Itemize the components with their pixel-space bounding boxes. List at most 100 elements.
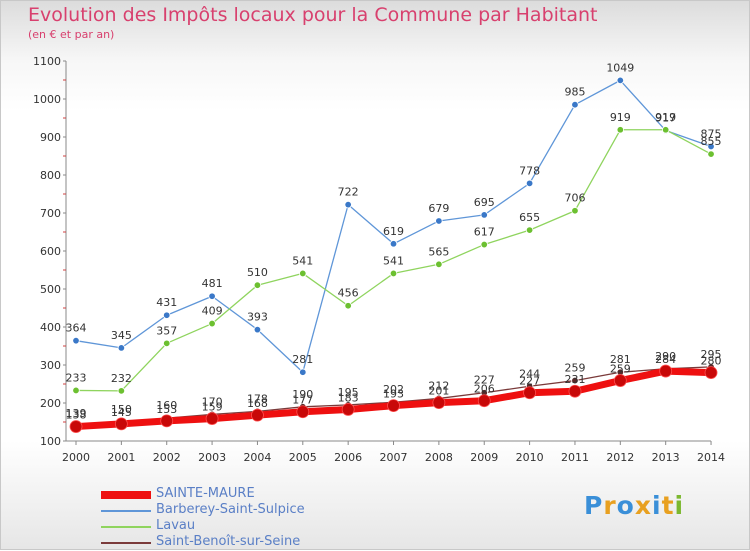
data-label: 985: [564, 86, 585, 99]
data-label: 178: [247, 392, 268, 405]
data-label: 364: [66, 322, 87, 335]
data-point: [253, 281, 262, 289]
legend-label: Barberey-Saint-Sulpice: [156, 502, 305, 517]
data-label: 153: [156, 403, 177, 416]
data-label: 168: [247, 397, 268, 410]
data-label: 138: [66, 409, 87, 422]
legend-swatch-sainte-maure: [101, 491, 151, 499]
data-point: [208, 319, 216, 328]
data-point: [707, 142, 715, 151]
data-point: [117, 344, 126, 352]
y-tick-label: 800: [40, 169, 61, 182]
y-tick-label: 1000: [33, 93, 61, 106]
data-point: [613, 374, 627, 387]
data-label: 281: [610, 353, 631, 366]
x-tick-label: 2008: [425, 451, 453, 464]
data-point: [432, 396, 446, 410]
data-label: 679: [428, 202, 449, 215]
data-label: 655: [519, 211, 540, 224]
x-tick-label: 2001: [107, 451, 135, 464]
data-point: [568, 384, 582, 398]
data-label: 619: [383, 225, 404, 238]
y-tick-label: 200: [40, 397, 61, 410]
y-tick-label: 600: [40, 245, 61, 258]
data-point: [160, 414, 174, 428]
data-label: 183: [338, 391, 359, 404]
data-label: 695: [474, 196, 495, 209]
x-tick-label: 2012: [606, 451, 634, 464]
y-tick-label: 100: [40, 435, 61, 448]
data-label: 190: [292, 388, 313, 401]
data-label: 917: [655, 112, 676, 125]
legend: SAINTE-MAURE Barberey-Saint-Sulpice Lava…: [101, 486, 361, 551]
legend-item: SAINTE-MAURE: [101, 486, 361, 503]
data-label: 345: [111, 329, 132, 342]
data-point: [477, 394, 491, 408]
y-tick-label: 500: [40, 283, 61, 296]
data-label: 617: [474, 226, 495, 239]
data-point: [616, 76, 625, 85]
data-label: 778: [519, 164, 540, 177]
data-point: [480, 211, 488, 219]
y-tick-label: 400: [40, 321, 61, 334]
x-tick-label: 2010: [516, 451, 544, 464]
data-label: 259: [564, 362, 585, 375]
data-point: [389, 269, 398, 278]
data-label: 919: [655, 111, 676, 124]
data-point: [571, 207, 579, 215]
logo-letter: o: [616, 491, 635, 520]
data-label: 150: [111, 403, 132, 416]
x-tick-label: 2011: [561, 451, 589, 464]
y-tick-label: 900: [40, 131, 61, 144]
legend-swatch-barberey: [101, 510, 151, 512]
legend-swatch-lavau: [101, 526, 151, 528]
proxiti-logo: Proxiti: [584, 491, 684, 520]
data-label: 139: [66, 407, 87, 420]
legend-label: Lavau: [156, 518, 196, 533]
data-label: 202: [383, 383, 404, 396]
data-label: 212: [428, 379, 449, 392]
data-label: 1049: [606, 61, 634, 74]
x-tick-label: 2006: [334, 451, 362, 464]
data-point: [72, 386, 80, 395]
data-label: 295: [701, 348, 722, 361]
data-label: 193: [383, 388, 404, 401]
data-point: [299, 368, 307, 376]
data-label: 919: [610, 111, 631, 124]
legend-label: Saint-Benoît-sur-Seine: [156, 534, 301, 549]
data-label: 206: [474, 383, 495, 396]
data-label: 160: [156, 399, 177, 412]
data-label: 409: [202, 305, 223, 318]
logo-letter: t: [661, 491, 675, 520]
legend-item: Barberey-Saint-Sulpice: [101, 502, 361, 519]
legend-label: SAINTE-MAURE: [156, 486, 255, 501]
data-point: [707, 150, 715, 158]
data-label: 227: [519, 375, 540, 388]
chart-title: Evolution des Impôts locaux pour la Comm…: [28, 4, 598, 26]
data-label: 510: [247, 266, 268, 279]
data-point: [435, 260, 443, 268]
data-label: 855: [701, 135, 722, 148]
data-label: 431: [156, 296, 177, 309]
x-tick-label: 2005: [289, 451, 317, 464]
data-label: 232: [111, 372, 132, 385]
x-tick-label: 2000: [62, 451, 90, 464]
data-label: 227: [474, 374, 495, 387]
data-point: [251, 408, 264, 422]
legend-swatch-saint-benoit: [101, 542, 151, 544]
data-label: 244: [519, 367, 540, 380]
data-label: 233: [66, 371, 87, 384]
data-point: [525, 226, 534, 234]
logo-letter: i: [674, 491, 685, 520]
data-point: [163, 339, 171, 348]
legend-item: Lavau: [101, 518, 361, 535]
data-point: [571, 100, 579, 109]
data-label: 541: [383, 254, 404, 267]
data-label: 281: [292, 353, 313, 366]
data-label: 541: [292, 254, 313, 267]
logo-letter: r: [603, 491, 617, 520]
data-point: [344, 302, 352, 310]
data-point: [435, 217, 443, 225]
data-point: [69, 420, 83, 433]
